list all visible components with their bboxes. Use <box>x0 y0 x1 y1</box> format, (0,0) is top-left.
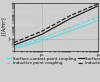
Inductive dental coupling <box>69 15 71 16</box>
Surface-contact dental coupling <box>41 34 43 35</box>
Surface-contact dental coupling <box>69 18 71 19</box>
Inductive point coupling <box>13 47 15 48</box>
Inductive point coupling <box>41 38 43 39</box>
Inductive point coupling <box>97 16 99 17</box>
Line: Inductive point coupling: Inductive point coupling <box>14 17 98 47</box>
Y-axis label: J [A/m²]: J [A/m²] <box>2 18 7 36</box>
Surface-contact point coupling <box>13 48 15 49</box>
Line: Inductive dental coupling: Inductive dental coupling <box>14 4 98 43</box>
Inductive dental coupling <box>97 3 99 4</box>
Legend: Surface-contact point coupling, Inductive point coupling, Surface-contact dental: Surface-contact point coupling, Inductiv… <box>6 57 100 65</box>
Surface-contact point coupling <box>69 31 71 32</box>
Line: Surface-contact point coupling: Surface-contact point coupling <box>14 21 98 49</box>
Inductive dental coupling <box>41 31 43 32</box>
Surface-contact dental coupling <box>97 5 99 6</box>
Surface-contact point coupling <box>97 20 99 21</box>
Surface-contact point coupling <box>41 40 43 41</box>
Surface-contact dental coupling <box>13 45 15 46</box>
Inductive dental coupling <box>13 42 15 43</box>
Inductive point coupling <box>69 27 71 28</box>
Line: Surface-contact dental coupling: Surface-contact dental coupling <box>14 6 98 45</box>
